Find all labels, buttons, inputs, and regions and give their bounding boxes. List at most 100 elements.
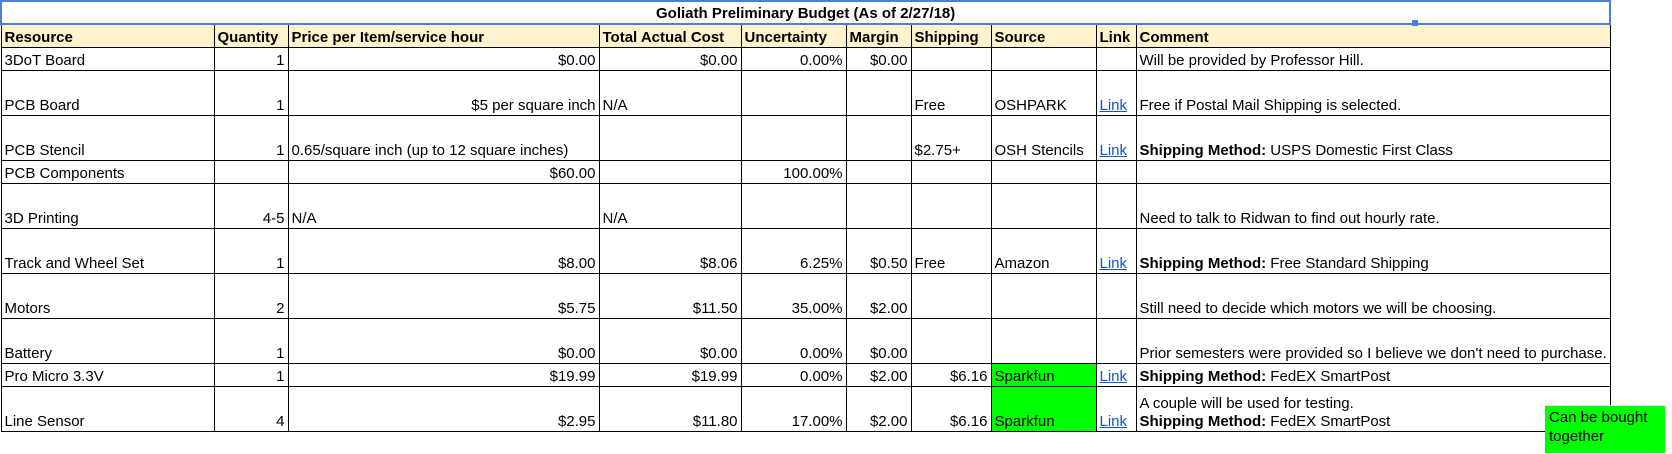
cell-shipping[interactable] xyxy=(910,160,992,184)
cell-comment[interactable]: Prior semesters were provided so I belie… xyxy=(1135,318,1611,364)
cell-total[interactable]: N/A xyxy=(598,70,742,116)
cell-margin[interactable] xyxy=(845,183,912,229)
cell-margin[interactable] xyxy=(845,160,912,184)
cell-resource[interactable]: Line Sensor xyxy=(0,386,215,432)
cell-uncertainty[interactable]: 100.00% xyxy=(740,160,847,184)
cell-shipping[interactable]: $6.16 xyxy=(910,386,992,432)
header-source[interactable]: Source xyxy=(990,23,1097,48)
cell-margin[interactable]: $0.00 xyxy=(845,318,912,364)
cell-price[interactable]: $5 per square inch xyxy=(287,70,600,116)
cell-source[interactable] xyxy=(990,183,1097,229)
side-note-cell[interactable]: Can be bought together xyxy=(1545,405,1665,453)
cell-shipping[interactable] xyxy=(910,273,992,319)
cell-margin[interactable]: $2.00 xyxy=(845,363,912,387)
cell-margin[interactable]: $0.50 xyxy=(845,228,912,274)
cell-link[interactable] xyxy=(1095,318,1137,364)
cell-quantity[interactable]: 1 xyxy=(213,70,289,116)
cell-link[interactable] xyxy=(1095,160,1137,184)
header-comment[interactable]: Comment xyxy=(1135,23,1611,48)
cell-quantity[interactable]: 1 xyxy=(213,228,289,274)
cell-uncertainty[interactable] xyxy=(740,70,847,116)
header-price[interactable]: Price per Item/service hour xyxy=(287,23,600,48)
cell-source[interactable]: Sparkfun xyxy=(990,363,1097,387)
cell-total[interactable] xyxy=(598,160,742,184)
cell-comment[interactable]: Shipping Method: USPS Domestic First Cla… xyxy=(1135,115,1611,161)
cell-quantity[interactable]: 4-5 xyxy=(213,183,289,229)
cell-comment[interactable]: Free if Postal Mail Shipping is selected… xyxy=(1135,70,1611,116)
cell-source[interactable] xyxy=(990,318,1097,364)
link[interactable]: Link xyxy=(1099,255,1128,272)
cell-total[interactable]: $11.80 xyxy=(598,386,742,432)
cell-price[interactable]: $60.00 xyxy=(287,160,600,184)
cell-margin[interactable] xyxy=(845,115,912,161)
cell-total[interactable]: $11.50 xyxy=(598,273,742,319)
cell-resource[interactable]: Battery xyxy=(0,318,215,364)
cell-comment[interactable]: Shipping Method: FedEX SmartPost xyxy=(1135,363,1611,387)
cell-quantity[interactable]: 1 xyxy=(213,318,289,364)
cell-source[interactable] xyxy=(990,273,1097,319)
cell-uncertainty[interactable]: 6.25% xyxy=(740,228,847,274)
selection-handle[interactable] xyxy=(1412,20,1418,26)
cell-shipping[interactable] xyxy=(910,183,992,229)
link[interactable]: Link xyxy=(1099,413,1128,430)
cell-margin[interactable]: $2.00 xyxy=(845,273,912,319)
cell-total[interactable]: N/A xyxy=(598,183,742,229)
cell-resource[interactable]: PCB Components xyxy=(0,160,215,184)
cell-margin[interactable]: $2.00 xyxy=(845,386,912,432)
cell-source[interactable] xyxy=(990,160,1097,184)
cell-resource[interactable]: 3D Printing xyxy=(0,183,215,229)
sheet-title[interactable]: Goliath Preliminary Budget (As of 2/27/1… xyxy=(0,0,1612,25)
cell-shipping[interactable]: $2.75+ xyxy=(910,115,992,161)
cell-total[interactable] xyxy=(598,115,742,161)
cell-price[interactable]: $2.95 xyxy=(287,386,600,432)
cell-price[interactable]: N/A xyxy=(287,183,600,229)
cell-resource[interactable]: Pro Micro 3.3V xyxy=(0,363,215,387)
header-resource[interactable]: Resource xyxy=(0,23,215,48)
cell-source[interactable]: Sparkfun xyxy=(990,386,1097,432)
cell-comment[interactable]: Need to talk to Ridwan to find out hourl… xyxy=(1135,183,1611,229)
cell-total[interactable]: $0.00 xyxy=(598,318,742,364)
header-total-cost[interactable]: Total Actual Cost xyxy=(598,23,742,48)
cell-uncertainty[interactable] xyxy=(740,183,847,229)
cell-comment[interactable]: Will be provided by Professor Hill. xyxy=(1135,47,1611,71)
cell-uncertainty[interactable]: 0.00% xyxy=(740,363,847,387)
cell-shipping[interactable] xyxy=(910,47,992,71)
cell-link[interactable]: Link xyxy=(1095,386,1137,432)
cell-price[interactable]: 0.65/square inch (up to 12 square inches… xyxy=(287,115,600,161)
cell-source[interactable] xyxy=(990,47,1097,71)
link[interactable]: Link xyxy=(1099,142,1128,159)
cell-quantity[interactable]: 1 xyxy=(213,47,289,71)
header-quantity[interactable]: Quantity xyxy=(213,23,289,48)
cell-uncertainty[interactable]: 0.00% xyxy=(740,318,847,364)
cell-resource[interactable]: PCB Stencil xyxy=(0,115,215,161)
header-link[interactable]: Link xyxy=(1095,23,1137,48)
cell-quantity[interactable]: 4 xyxy=(213,386,289,432)
cell-total[interactable]: $0.00 xyxy=(598,47,742,71)
cell-comment[interactable] xyxy=(1135,160,1611,184)
cell-link[interactable]: Link xyxy=(1095,363,1137,387)
cell-uncertainty[interactable]: 17.00% xyxy=(740,386,847,432)
cell-resource[interactable]: 3DoT Board xyxy=(0,47,215,71)
cell-uncertainty[interactable] xyxy=(740,115,847,161)
cell-comment[interactable]: Shipping Method: Free Standard Shipping xyxy=(1135,228,1611,274)
cell-source[interactable]: OSHPARK xyxy=(990,70,1097,116)
cell-price[interactable]: $8.00 xyxy=(287,228,600,274)
cell-margin[interactable]: $0.00 xyxy=(845,47,912,71)
cell-link[interactable]: Link xyxy=(1095,115,1137,161)
cell-price[interactable]: $5.75 xyxy=(287,273,600,319)
cell-quantity[interactable]: 1 xyxy=(213,363,289,387)
cell-uncertainty[interactable]: 0.00% xyxy=(740,47,847,71)
cell-total[interactable]: $19.99 xyxy=(598,363,742,387)
cell-link[interactable]: Link xyxy=(1095,70,1137,116)
cell-shipping[interactable]: $6.16 xyxy=(910,363,992,387)
cell-link[interactable] xyxy=(1095,273,1137,319)
header-margin[interactable]: Margin xyxy=(845,23,912,48)
cell-resource[interactable]: Track and Wheel Set xyxy=(0,228,215,274)
link[interactable]: Link xyxy=(1099,97,1128,114)
cell-link[interactable] xyxy=(1095,183,1137,229)
cell-shipping[interactable]: Free xyxy=(910,228,992,274)
cell-price[interactable]: $0.00 xyxy=(287,318,600,364)
cell-quantity[interactable]: 2 xyxy=(213,273,289,319)
cell-source[interactable]: OSH Stencils xyxy=(990,115,1097,161)
header-shipping[interactable]: Shipping xyxy=(910,23,992,48)
